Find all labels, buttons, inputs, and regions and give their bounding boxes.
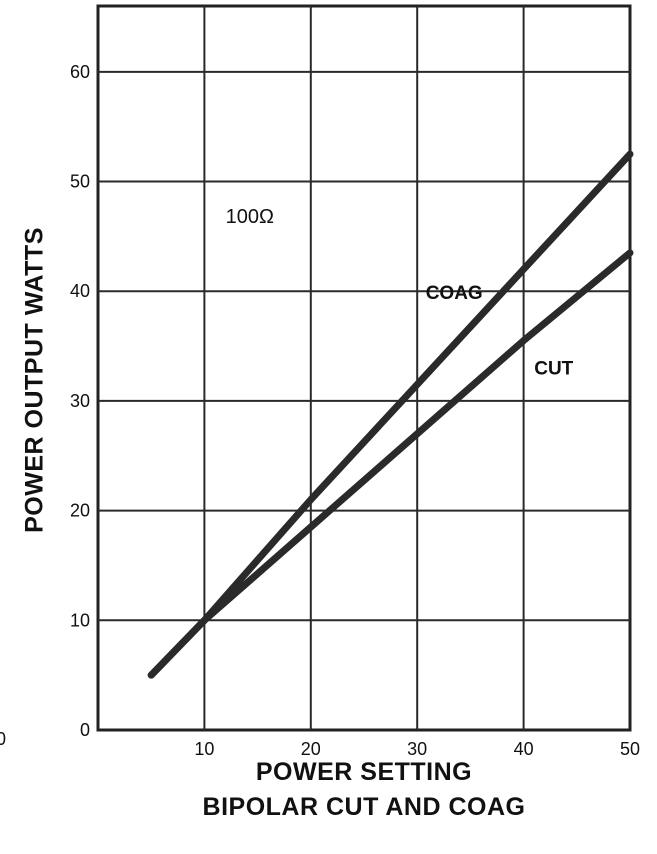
x-axis-label-line2: BIPOLAR CUT AND COAG — [202, 793, 526, 821]
y-tick-label: 20 — [70, 501, 90, 521]
y-tick-label: 0 — [80, 720, 90, 740]
y-tick-label: 50 — [70, 172, 90, 192]
y-axis-label-text: POWER OUTPUT WATTS — [20, 227, 49, 533]
x-tick-label: 40 — [514, 739, 534, 759]
x-axis-label-line1: POWER SETTING — [255, 758, 473, 786]
y-tick-label: 30 — [70, 391, 90, 411]
y-tick-label: 60 — [70, 62, 90, 82]
y-tick-label: 40 — [70, 281, 90, 301]
series-line-coag — [147, 150, 634, 679]
series-label-coag: COAG — [426, 283, 483, 304]
impedance-annotation: 100Ω — [226, 206, 274, 228]
x-tick-label: 50 — [620, 739, 640, 759]
stray-x-tick-label: 0 — [0, 729, 7, 749]
series-label-cut: CUT — [534, 359, 573, 380]
x-tick-label: 10 — [194, 739, 214, 759]
x-tick-label: 30 — [407, 739, 427, 759]
y-tick-label: 10 — [70, 610, 90, 630]
plot-frame — [96, 4, 632, 732]
series-line-cut — [147, 249, 634, 679]
x-tick-label: 20 — [301, 739, 321, 759]
